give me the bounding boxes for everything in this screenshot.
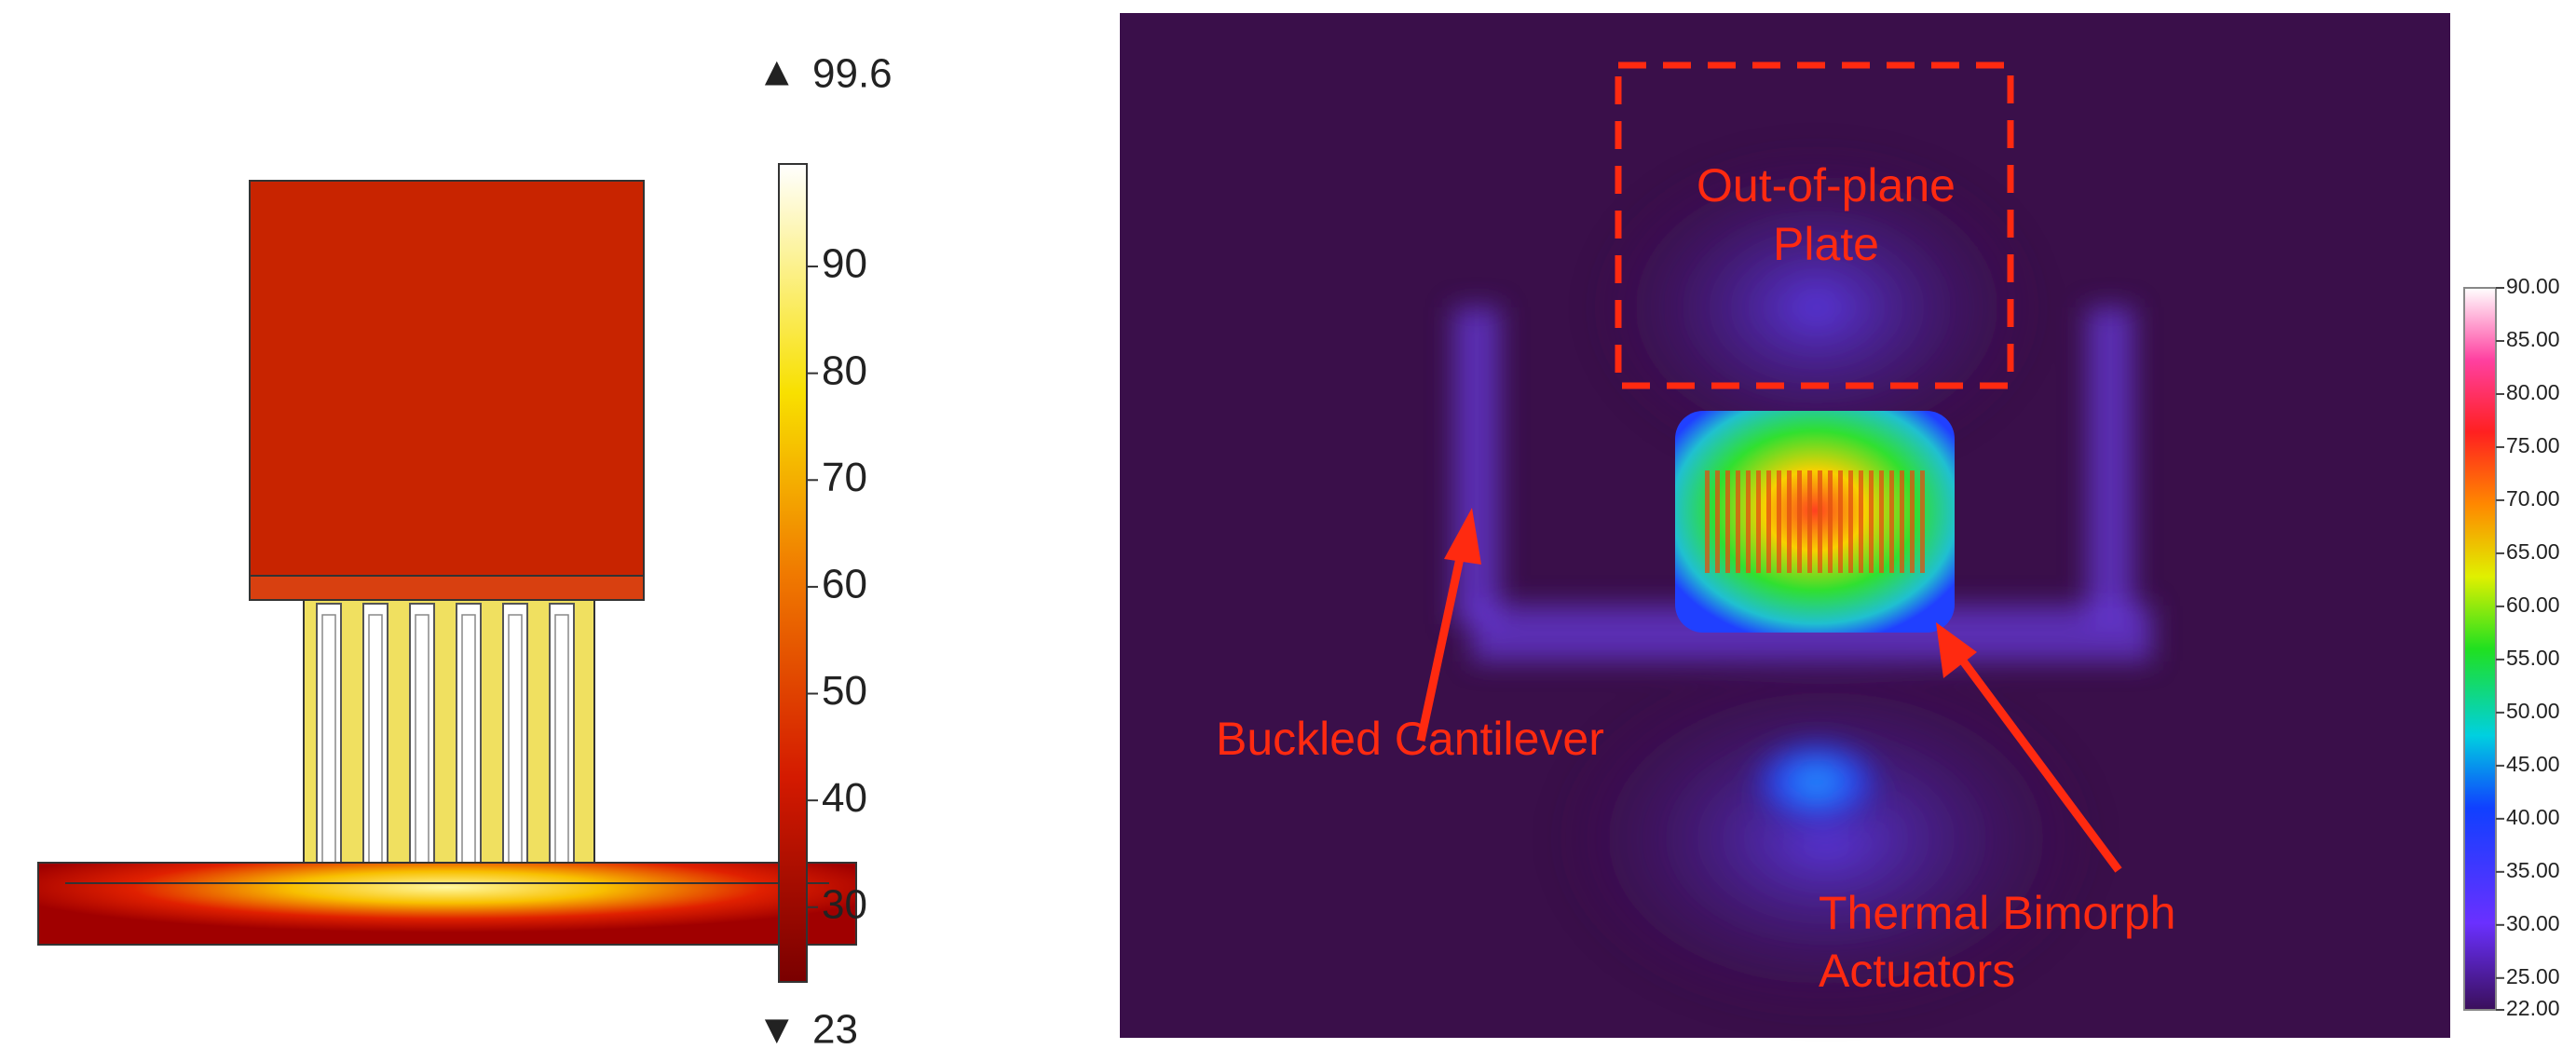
tick-label: 60.00 — [2506, 593, 2560, 617]
tick-label: 75.00 — [2506, 433, 2560, 457]
stripe — [1848, 470, 1853, 573]
colorbar — [779, 164, 807, 982]
colorbar-ticks: 30 40 50 60 70 80 90 — [807, 241, 867, 928]
stripe — [1736, 470, 1740, 573]
tick-label: 85.00 — [2506, 327, 2560, 351]
plate-label: Plate — [1773, 218, 1879, 270]
stripe — [1746, 470, 1751, 573]
plate-label: Out-of-plane — [1697, 159, 1956, 211]
stripe — [1766, 470, 1771, 573]
max-marker: ▲ — [756, 49, 797, 95]
stripe — [1725, 470, 1730, 573]
tick-label: 50.00 — [2506, 699, 2560, 723]
plate-edge — [250, 576, 644, 600]
thermal-image: Out-of-plane Plate Buckled Cantilever Th… — [1120, 13, 2560, 1038]
slot — [550, 604, 574, 876]
actuator-label: Thermal Bimorph — [1819, 887, 2175, 939]
actuator-label: Actuators — [1819, 945, 2015, 997]
slot — [457, 604, 481, 876]
stripe — [1807, 470, 1812, 573]
stripe — [1900, 470, 1904, 573]
colorbar-ticks: 22.00 25.00 30.00 35.00 40.00 45.00 50.00 55.00… — [2496, 274, 2560, 1020]
tick-label: 22.00 — [2506, 996, 2560, 1020]
tick-label: 25.00 — [2506, 964, 2560, 988]
tick-label: 30 — [822, 881, 867, 927]
min-label: 23 — [812, 1007, 858, 1049]
stripe — [1869, 470, 1874, 573]
tick-label: 70.00 — [2506, 486, 2560, 511]
slot — [363, 604, 388, 876]
figure: ▲ 99.6 ▼ 23 30 40 50 60 70 80 90 Out-of-plane … — [0, 0, 2576, 1049]
tick-label: 65.00 — [2506, 539, 2560, 564]
tick-label: 60 — [822, 562, 867, 607]
tick-label: 55.00 — [2506, 646, 2560, 670]
min-marker: ▼ — [756, 1007, 797, 1049]
tick-label: 80 — [822, 347, 867, 393]
plate — [250, 181, 644, 600]
colorbar — [2464, 288, 2496, 1010]
simulation: ▲ 99.6 ▼ 23 30 40 50 60 70 80 90 — [38, 49, 893, 1049]
stripe — [1705, 470, 1710, 573]
stripe — [1838, 470, 1843, 573]
stripe — [1756, 470, 1761, 573]
tick-label: 40 — [822, 775, 867, 821]
cantilever-label: Buckled Cantilever — [1216, 713, 1604, 765]
tick-label: 90.00 — [2506, 274, 2560, 298]
max-label: 99.6 — [812, 51, 893, 97]
stripe — [1889, 470, 1894, 573]
stripe — [1715, 470, 1720, 573]
tick-label: 35.00 — [2506, 858, 2560, 882]
tick-label: 90 — [822, 241, 867, 287]
tick-label: 50 — [822, 668, 867, 714]
stripe — [1787, 470, 1792, 573]
tick-label: 70 — [822, 455, 867, 500]
tick-label: 45.00 — [2506, 752, 2560, 776]
tick-label: 30.00 — [2506, 911, 2560, 935]
substrate — [38, 863, 856, 945]
stripe — [1818, 470, 1822, 573]
stripe — [1859, 470, 1863, 573]
tick-label: 40.00 — [2506, 805, 2560, 829]
stripe — [1920, 470, 1925, 573]
stripe — [1879, 470, 1884, 573]
stripe — [1777, 470, 1781, 573]
tick-label: 80.00 — [2506, 380, 2560, 404]
stripe — [1797, 470, 1802, 573]
slot — [317, 604, 341, 876]
slot — [503, 604, 527, 876]
slot — [410, 604, 434, 876]
stripe — [1828, 470, 1833, 573]
stripe — [1910, 470, 1915, 573]
